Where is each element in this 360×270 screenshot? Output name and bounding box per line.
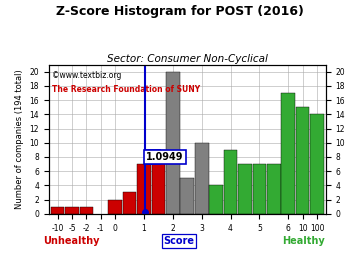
Bar — [180, 178, 194, 214]
Text: The Research Foundation of SUNY: The Research Foundation of SUNY — [52, 86, 200, 94]
Text: ©www.textbiz.org: ©www.textbiz.org — [52, 70, 121, 80]
Text: Unhealthy: Unhealthy — [43, 236, 99, 246]
Bar — [195, 143, 208, 214]
Bar — [108, 200, 122, 214]
Bar — [267, 164, 280, 214]
Bar — [310, 114, 324, 214]
Bar — [281, 93, 295, 214]
Text: Healthy: Healthy — [282, 236, 325, 246]
Bar — [166, 72, 180, 214]
Bar — [51, 207, 64, 214]
Bar — [152, 150, 165, 214]
Bar — [209, 185, 223, 214]
Bar — [252, 164, 266, 214]
Title: Sector: Consumer Non-Cyclical: Sector: Consumer Non-Cyclical — [107, 54, 268, 64]
Bar — [224, 150, 237, 214]
Bar — [65, 207, 79, 214]
Text: Z-Score Histogram for POST (2016): Z-Score Histogram for POST (2016) — [56, 5, 304, 18]
Text: Score: Score — [163, 236, 194, 246]
Text: 1.0949: 1.0949 — [146, 152, 184, 162]
Bar — [123, 193, 136, 214]
Bar — [80, 207, 93, 214]
Bar — [137, 164, 151, 214]
Bar — [238, 164, 252, 214]
Bar — [296, 107, 310, 214]
Y-axis label: Number of companies (194 total): Number of companies (194 total) — [15, 69, 24, 209]
